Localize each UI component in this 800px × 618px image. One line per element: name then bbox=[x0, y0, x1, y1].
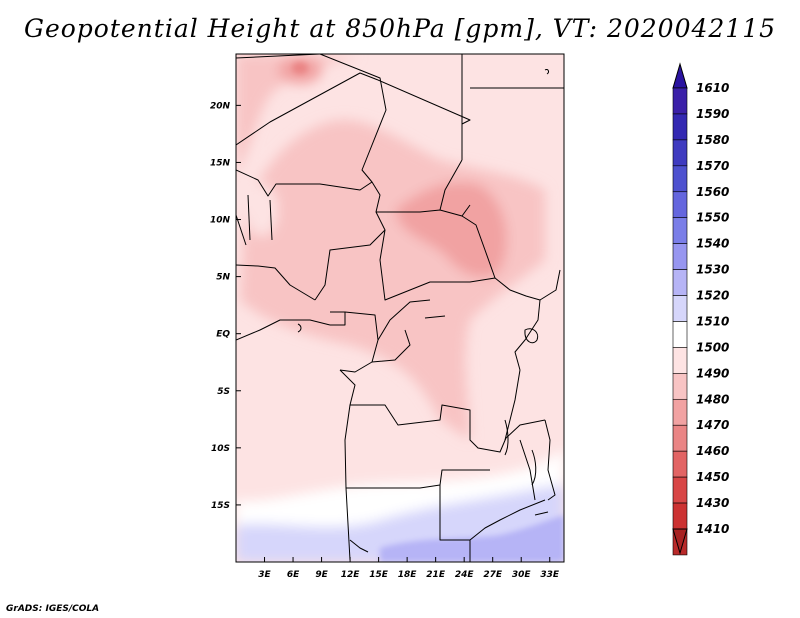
colorbar-label: 1410 bbox=[696, 522, 729, 536]
colorbar-swatch bbox=[672, 165, 688, 193]
lat-tick-label: 10N bbox=[210, 216, 231, 226]
colorbar-label: 1430 bbox=[696, 496, 729, 510]
colorbar-swatch bbox=[672, 191, 688, 219]
colorbar-label: 1580 bbox=[696, 133, 729, 147]
colorbar-label: 1610 bbox=[696, 81, 729, 95]
grads-credit: GrADS: IGES/COLA bbox=[6, 604, 100, 614]
colorbar-swatch bbox=[672, 269, 688, 296]
lon-tick-label: 6E bbox=[287, 570, 300, 580]
colorbar-swatch bbox=[672, 295, 688, 322]
lat-tick-label: 20N bbox=[210, 101, 231, 111]
map-frame bbox=[235, 53, 565, 563]
lat-tick-label: 15N bbox=[210, 158, 231, 168]
field-1490-north bbox=[236, 54, 360, 175]
lon-tick-label: 33E bbox=[540, 570, 560, 580]
colorbar-label: 1480 bbox=[696, 392, 729, 406]
lat-tick-label: 10S bbox=[211, 444, 230, 454]
lat-tick-label: EQ bbox=[216, 330, 230, 340]
longitude-axis: 3E 6E 9E 12E 15E 18E 21E 24E 27E 30E 33E bbox=[258, 557, 560, 580]
colorbar-swatch bbox=[672, 424, 688, 452]
lon-tick-label: 21E bbox=[426, 570, 446, 580]
lon-tick-label: 15E bbox=[369, 570, 389, 580]
lon-tick-label: 3E bbox=[258, 570, 271, 580]
lon-tick-label: 9E bbox=[315, 570, 328, 580]
colorbar-swatch bbox=[672, 476, 688, 504]
colorbar-swatch bbox=[672, 87, 688, 115]
colorbar-swatch bbox=[672, 398, 688, 426]
lon-tick-label: 27E bbox=[483, 570, 503, 580]
colorbar-swatch bbox=[672, 139, 688, 167]
colorbar-swatch bbox=[672, 347, 688, 374]
lat-tick-label: 5S bbox=[217, 387, 230, 397]
latitude-axis: 20N 15N 10N 5N EQ 5S 10S 15S bbox=[210, 101, 241, 511]
colorbar-top-arrow bbox=[672, 62, 688, 89]
colorbar-label: 1490 bbox=[696, 366, 729, 380]
colorbar-label: 1520 bbox=[696, 289, 729, 303]
lon-tick-label: 24E bbox=[455, 570, 475, 580]
colorbar-swatch bbox=[672, 217, 688, 244]
colorbar-label: 1540 bbox=[696, 237, 729, 251]
map-title: Geopotential Height at 850hPa [gpm], VT:… bbox=[23, 14, 777, 43]
lat-tick-label: 15S bbox=[211, 501, 230, 511]
colorbar-label: 1470 bbox=[696, 418, 729, 432]
colorbar-label: 1570 bbox=[696, 159, 729, 173]
field-1500-pocket bbox=[246, 184, 278, 236]
colorbar-swatch bbox=[672, 450, 688, 478]
colorbar-bottom-arrow bbox=[672, 528, 688, 555]
lat-tick-label: 5N bbox=[216, 273, 230, 283]
colorbar-swatch bbox=[672, 321, 688, 348]
colorbar-label: 1560 bbox=[696, 185, 729, 199]
lakes bbox=[297, 69, 549, 516]
colorbar-swatch bbox=[672, 243, 688, 270]
colorbar-label: 1500 bbox=[696, 340, 729, 354]
country-borders bbox=[236, 54, 564, 562]
colorbar-label: 1590 bbox=[696, 107, 729, 121]
colorbar-swatch bbox=[672, 502, 688, 530]
colorbar-label: 1550 bbox=[696, 211, 729, 225]
lon-tick-label: 12E bbox=[341, 570, 361, 580]
colorbar-label: 1450 bbox=[696, 470, 729, 484]
lon-tick-label: 18E bbox=[398, 570, 418, 580]
height-field bbox=[236, 54, 564, 562]
field-1480-dot bbox=[292, 62, 308, 74]
colorbar-swatch bbox=[672, 373, 688, 400]
colorbar-label: 1510 bbox=[696, 314, 729, 328]
colorbar: 1610 1590 1580 1570 1560 1550 1540 1530 1520 1510… bbox=[672, 62, 729, 556]
colorbar-swatch bbox=[672, 113, 688, 141]
lon-tick-label: 30E bbox=[512, 570, 532, 580]
colorbar-label: 1460 bbox=[696, 444, 729, 458]
colorbar-label: 1530 bbox=[696, 263, 729, 277]
field-1480-east bbox=[395, 181, 508, 278]
